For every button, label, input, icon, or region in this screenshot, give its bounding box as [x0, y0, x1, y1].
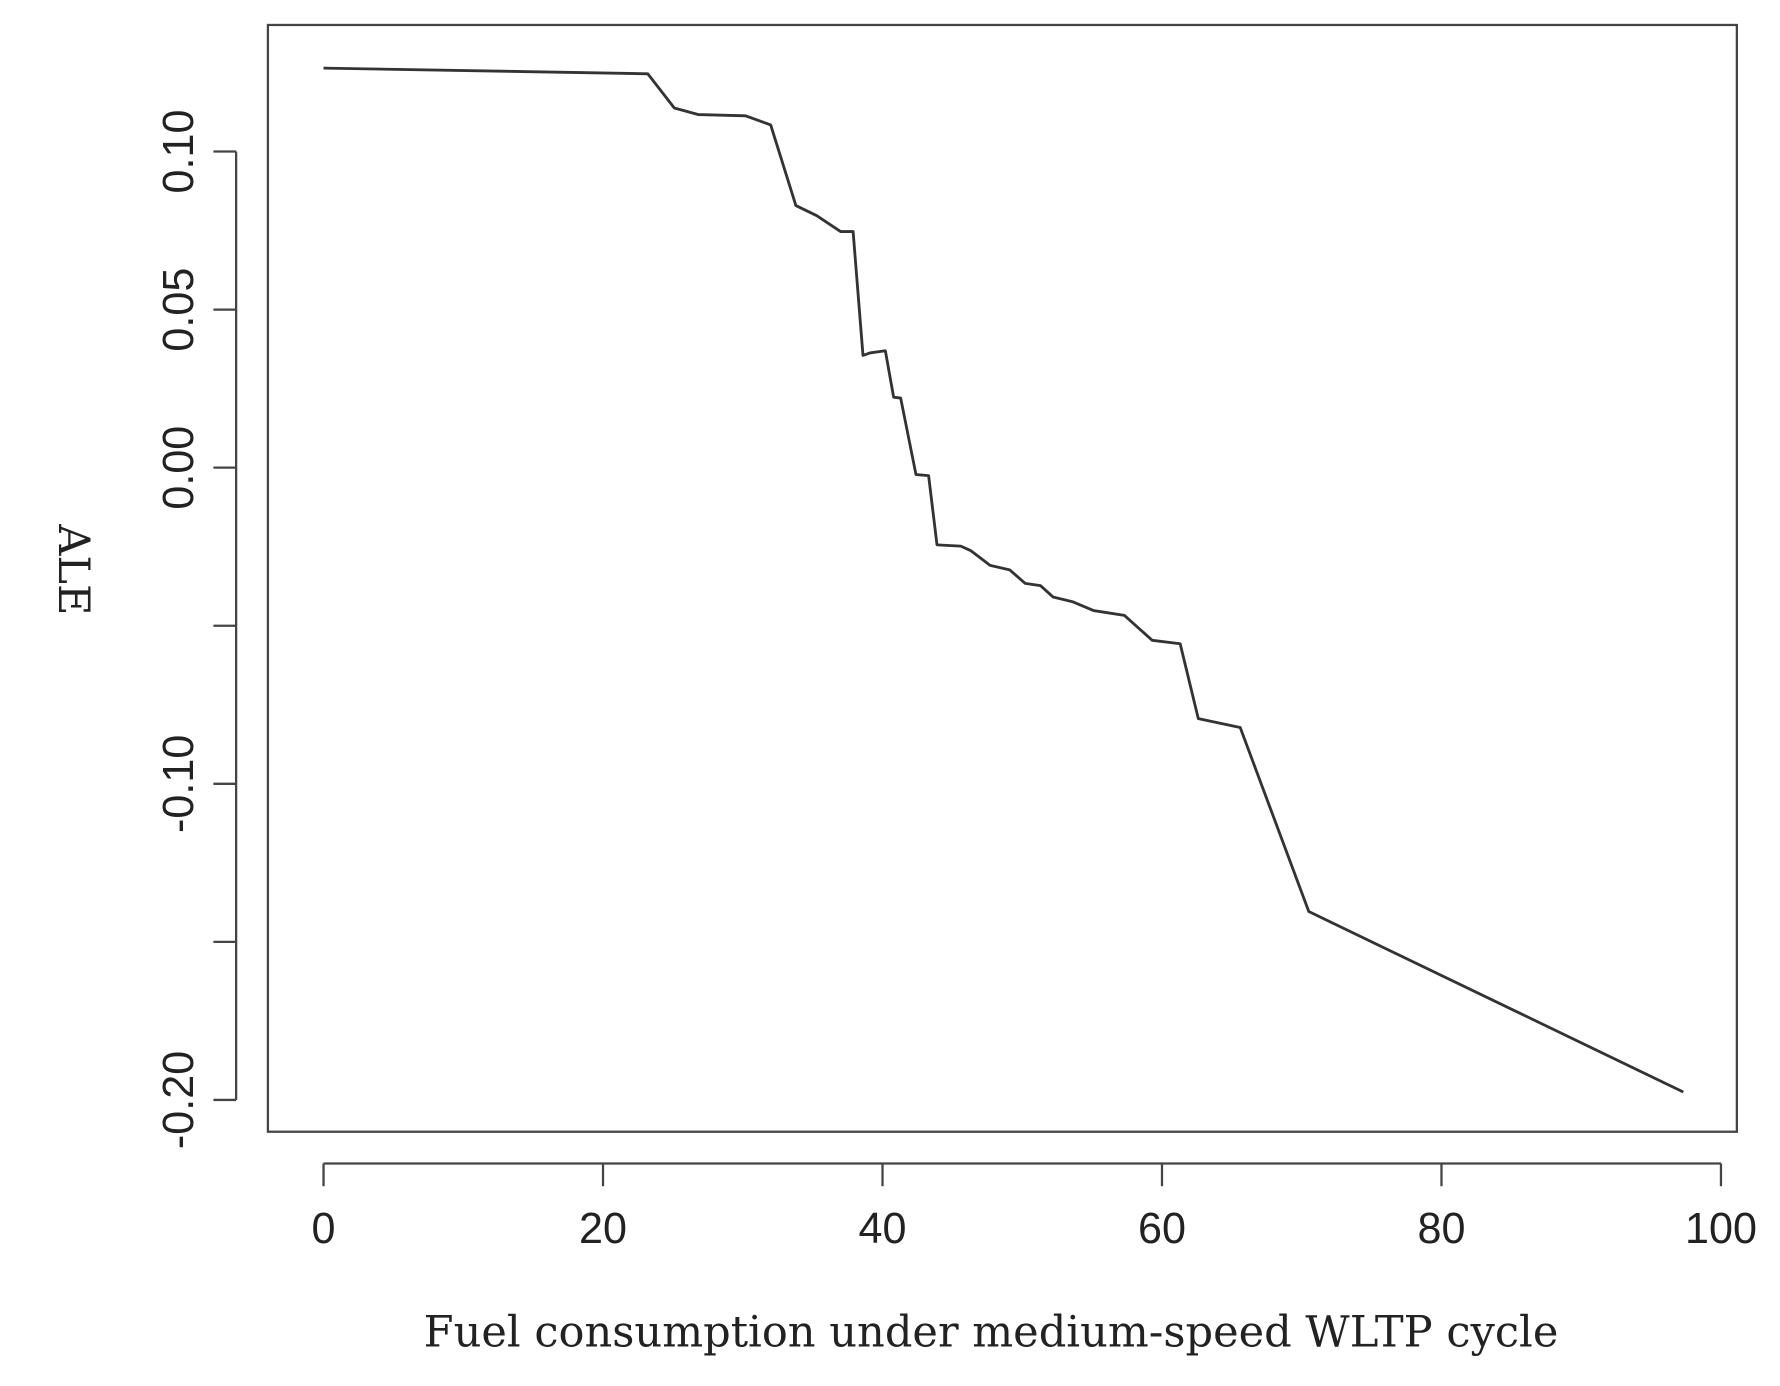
x-tick-label: 20	[579, 1205, 627, 1253]
y-tick-label: 0.00	[155, 426, 203, 510]
y-axis-title: ALE	[48, 523, 98, 615]
x-tick-label: 40	[859, 1205, 907, 1253]
y-tick-label: -0.10	[155, 735, 203, 833]
x-axis-title: Fuel consumption under medium-speed WLTP…	[424, 1307, 1559, 1357]
y-axis: -0.20 -0.10 0.00 0.05 0.10	[155, 110, 238, 1149]
x-tick-label: 0	[312, 1205, 336, 1253]
x-axis: 0 20 40 60 80 100	[312, 1162, 1757, 1253]
ale-series-line	[323, 66, 1684, 1094]
y-tick-label: 0.05	[155, 268, 203, 352]
y-tick-label: 0.10	[155, 110, 203, 194]
y-tick-label: -0.20	[155, 1051, 203, 1149]
plot-frame	[266, 23, 1738, 1133]
x-tick-label: 100	[1685, 1205, 1757, 1253]
x-tick-label: 80	[1417, 1205, 1465, 1253]
x-tick-label: 60	[1138, 1205, 1186, 1253]
